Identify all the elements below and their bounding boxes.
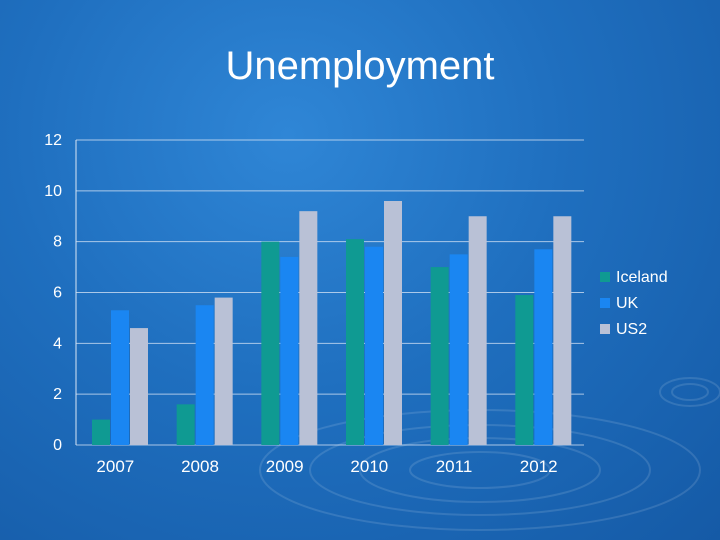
- legend: Iceland UK US2: [600, 269, 668, 338]
- x-tick-label: 2009: [266, 457, 304, 476]
- y-tick-label: 0: [53, 437, 62, 454]
- y-tick-label: 8: [53, 234, 62, 251]
- bar-uk-2011: [449, 254, 468, 445]
- bar-iceland-2008: [176, 404, 195, 445]
- legend-label-us2: US2: [616, 321, 647, 338]
- bar-iceland-2007: [92, 419, 110, 445]
- x-axis: 2007 2008 2009 2010 2011 2012: [96, 457, 557, 476]
- bars: [92, 201, 572, 445]
- y-tick-label: 10: [44, 183, 62, 200]
- y-axis: 0 2 4 6 8 10 12: [44, 132, 77, 454]
- legend-label-iceland: Iceland: [616, 269, 668, 286]
- bar-uk-2008: [195, 305, 214, 445]
- x-tick-label: 2012: [520, 457, 558, 476]
- bar-uk-2010: [365, 246, 383, 445]
- gridlines: [76, 139, 584, 446]
- x-tick-label: 2008: [181, 457, 219, 476]
- chart-title: Unemployment: [225, 44, 495, 88]
- x-tick-label: 2010: [350, 457, 388, 476]
- bar-us2-2011: [468, 216, 487, 445]
- bar-uk-2009: [280, 256, 299, 445]
- bar-us2-2010: [384, 201, 402, 445]
- bar-us2-2009: [299, 211, 318, 445]
- bar-us2-2012: [553, 216, 572, 445]
- legend-label-uk: UK: [616, 295, 639, 312]
- y-tick-label: 2: [53, 386, 62, 403]
- bar-iceland-2012: [515, 295, 534, 445]
- legend-swatch-iceland: [600, 272, 610, 282]
- bar-us2-2007: [130, 328, 148, 445]
- y-tick-label: 12: [44, 132, 62, 149]
- bar-iceland-2010: [346, 239, 364, 445]
- x-tick-label: 2011: [436, 457, 473, 476]
- legend-swatch-uk: [600, 298, 610, 308]
- y-tick-label: 4: [53, 335, 62, 352]
- bar-uk-2012: [534, 249, 553, 445]
- legend-swatch-us2: [600, 324, 610, 334]
- bar-us2-2008: [214, 297, 233, 445]
- bar-iceland-2009: [261, 241, 280, 445]
- bar-iceland-2011: [430, 267, 449, 445]
- x-tick-label: 2007: [96, 457, 134, 476]
- y-tick-label: 6: [53, 285, 62, 302]
- bar-uk-2007: [111, 310, 129, 445]
